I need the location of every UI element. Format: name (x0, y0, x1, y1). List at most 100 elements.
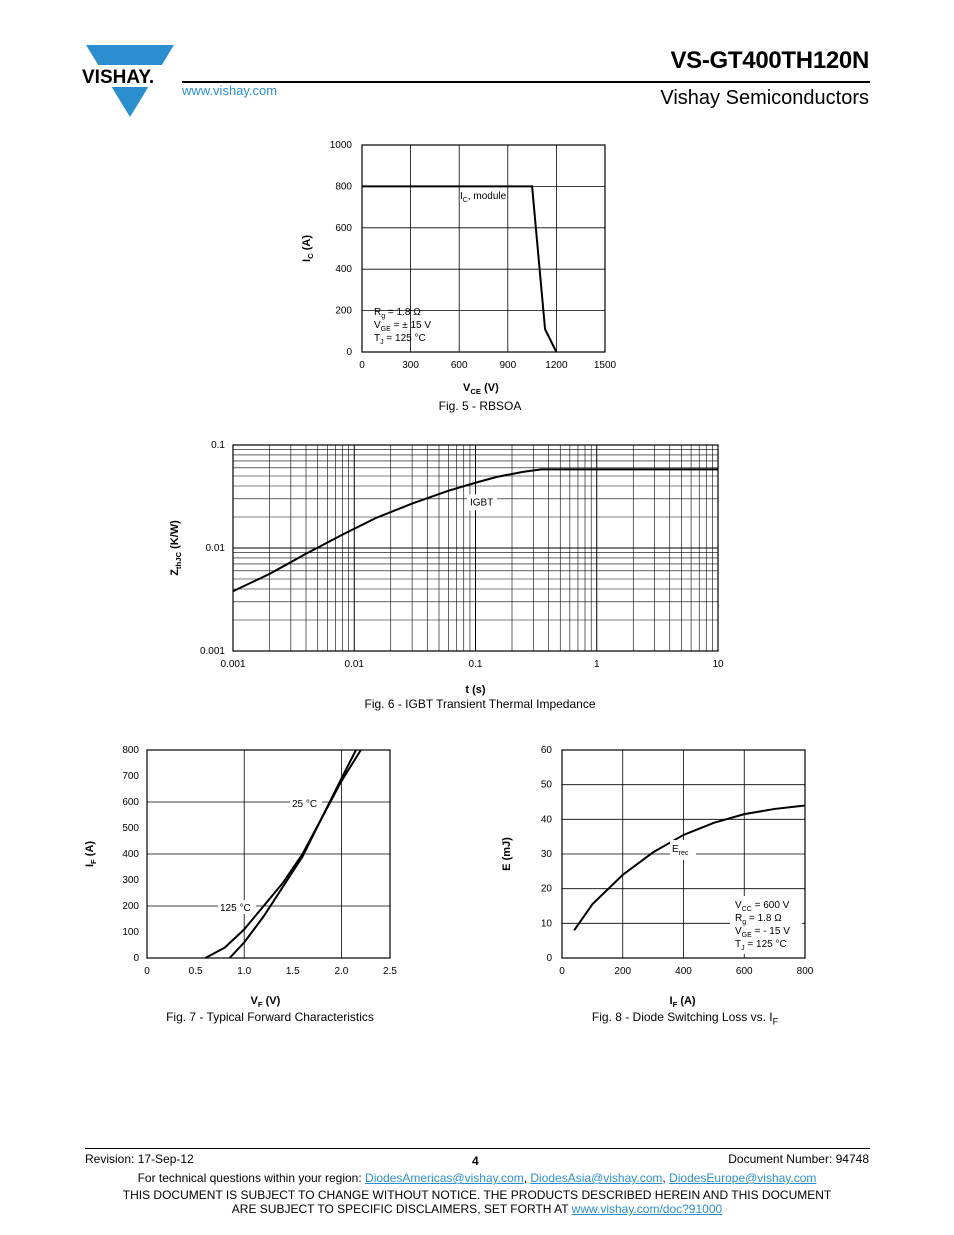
document-number: Document Number: 94748 (728, 1152, 869, 1166)
fig5-xtick-label-4: 1200 (545, 360, 568, 371)
disclaimer-text: ARE SUBJECT TO SPECIFIC DISCLAIMERS, SET… (231, 1202, 572, 1216)
fig7-ytick-label-7: 700 (122, 771, 139, 782)
vishay-logo: VISHAY. (82, 43, 177, 121)
fig7-series-125c (204, 749, 357, 959)
fig6-ytick-label-2: 0.1 (211, 440, 225, 451)
fig5-xtick-label-1: 300 (402, 360, 419, 371)
fig7-xtick-label-4: 2.0 (334, 966, 348, 977)
fig7-xlabel: VF (V) (251, 995, 281, 1009)
revision: Revision: 17-Sep-12 (85, 1152, 194, 1166)
fig6-frame (232, 444, 719, 652)
fig8-ylabel: E (mJ) (501, 837, 513, 871)
chart-fig7-forward-characteristics: 0 0.5 1.0 1.5 2.0 2.5 0 100 200 300 400 500 600 700 80… (84, 745, 397, 1009)
fig7-ytick-label-0: 0 (133, 953, 139, 964)
disclaimer-line2: ARE SUBJECT TO SPECIFIC DISCLAIMERS, SET… (0, 1202, 954, 1216)
fig7-caption: Fig. 7 - Typical Forward Characteristics (166, 1010, 374, 1024)
fig8-xtick-label-1: 200 (614, 966, 631, 977)
fig8-label-tj: TJ = 125 °C (735, 939, 787, 952)
fig6-xlabel: t (s) (465, 684, 486, 696)
logo-text: VISHAY. (82, 67, 154, 88)
email-europe-link[interactable]: DiodesEurope@vishay.com (669, 1171, 817, 1185)
fig5-xtick-label-0: 0 (359, 360, 365, 371)
tech-questions: For technical questions within your regi… (137, 1171, 817, 1185)
fig5-label-tj: TJ = 125 °C (374, 333, 426, 346)
fig8-xtick-label-3: 600 (736, 966, 753, 977)
footer-rule (85, 1148, 870, 1149)
fig6-ytick-label-1: 0.01 (206, 543, 226, 554)
fig7-label-25c: 25 °C (292, 799, 317, 810)
chart-fig8-diode-switching-loss: 0 200 400 600 800 0 10 20 30 40 50 60 Erec VCC = 600 … (501, 745, 814, 1009)
fig7-label125-bg (218, 900, 256, 914)
fig5-frame (361, 144, 606, 353)
fig8-ytick-label-0: 0 (546, 953, 552, 964)
fig8-xtick-label-4: 800 (797, 966, 814, 977)
fig7-ytick-label-2: 200 (122, 901, 139, 912)
fig8-ytick-label-2: 20 (541, 884, 553, 895)
company-name: Vishay Semiconductors (660, 87, 869, 109)
fig8-label-rg: Rg = 1.8 Ω (735, 913, 782, 926)
fig7-ytick-label-3: 300 (122, 875, 139, 886)
fig7-xtick-label-3: 1.5 (286, 966, 300, 977)
tech-questions-text: For technical questions within your regi… (137, 1171, 366, 1185)
fig8-label-erec: Erec (672, 844, 689, 857)
fig6-ytick-label-0: 0.001 (200, 646, 225, 657)
fig6-xtick-label-4: 10 (712, 659, 724, 670)
fig5-xlabel: VCE (V) (463, 382, 499, 396)
disclaimer-line1: THIS DOCUMENT IS SUBJECT TO CHANGE WITHO… (122, 1188, 832, 1202)
fig8-xtick-label-2: 400 (675, 966, 692, 977)
fig5-label-ic-module: IC, module (460, 191, 507, 204)
fig7-xtick-label-1: 0.5 (189, 966, 203, 977)
fig8-cond-bg (730, 896, 802, 954)
fig8-frame (561, 749, 806, 959)
fig6-xtick-label-3: 1 (594, 659, 600, 670)
fig7-label-125c: 125 °C (220, 903, 251, 914)
website-link[interactable]: www.vishay.com (182, 83, 278, 98)
fig5-label-vge: VGE = ± 15 V (374, 320, 431, 333)
fig5-series-ic-module (362, 185, 558, 353)
fig8-xtick-label-0: 0 (559, 966, 565, 977)
fig7-frame (146, 749, 391, 959)
fig5-caption: Fig. 5 - RBSOA (438, 399, 522, 413)
page-number: 4 (472, 1154, 479, 1168)
fig6-label-bg (466, 494, 497, 511)
fig8-ytick-label-1: 10 (541, 918, 553, 929)
fig7-xtick-label-0: 0 (144, 966, 150, 977)
fig6-xtick-label-1: 0.01 (345, 659, 365, 670)
header-rule (182, 81, 870, 83)
fig5-ytick-label-4: 800 (335, 181, 352, 192)
email-americas-link[interactable]: DiodesAmericas@vishay.com (365, 1171, 524, 1185)
fig8-label-vge: VGE = - 15 V (735, 926, 790, 939)
fig6-label-igbt: IGBT (470, 497, 493, 508)
fig5-label-rg: Rg = 1.8 Ω (374, 307, 421, 320)
fig6-series-igbt (232, 468, 718, 593)
fig7-ytick-label-6: 600 (122, 797, 139, 808)
fig5-xtick-label-3: 900 (499, 360, 516, 371)
fig8-ytick-label-4: 40 (541, 814, 553, 825)
fig7-xtick-label-5: 2.5 (383, 966, 397, 977)
fig5-xtick-label-2: 600 (451, 360, 468, 371)
disclaimer-link[interactable]: www.vishay.com/doc?91000 (571, 1202, 723, 1216)
fig8-ytick-label-3: 30 (541, 849, 553, 860)
fig7-ytick-label-5: 500 (122, 823, 139, 834)
fig6-caption: Fig. 6 - IGBT Transient Thermal Impedanc… (364, 697, 596, 711)
fig5-ytick-label-2: 400 (335, 264, 352, 275)
part-number: VS-GT400TH120N (670, 47, 869, 74)
fig5-ytick-label-1: 200 (335, 306, 352, 317)
fig7-xtick-label-2: 1.0 (237, 966, 251, 977)
chart-fig6-thermal-impedance: 0.001 0.01 0.1 1 10 0.001 0.01 0.1 IGBT t (s) ZthJ… (169, 440, 724, 696)
fig6-ylabel: ZthJC (K/W) (169, 520, 183, 576)
fig8-series-erec (573, 804, 806, 931)
fig8-caption: Fig. 8 - Diode Switching Loss vs. IF (591, 1010, 779, 1027)
fig5-ylabel: IC (A) (301, 235, 315, 262)
fig7-ytick-label-8: 800 (122, 745, 139, 756)
chart-fig5-rbsoa: 0 300 600 900 1200 1500 0 200 400 600 800 1000 IC, m… (301, 140, 617, 396)
fig7-ylabel: IF (A) (84, 841, 98, 867)
email-asia-link[interactable]: DiodesAsia@vishay.com (530, 1171, 663, 1185)
fig5-xtick-label-5: 1500 (594, 360, 617, 371)
fig7-ytick-label-1: 100 (122, 927, 139, 938)
fig5-ytick-label-3: 600 (335, 223, 352, 234)
fig7-label25-bg (290, 796, 322, 810)
fig8-ytick-label-6: 60 (541, 745, 553, 756)
fig8-label-vcc: VCC = 600 V (735, 900, 790, 913)
fig7-ytick-label-4: 400 (122, 849, 139, 860)
